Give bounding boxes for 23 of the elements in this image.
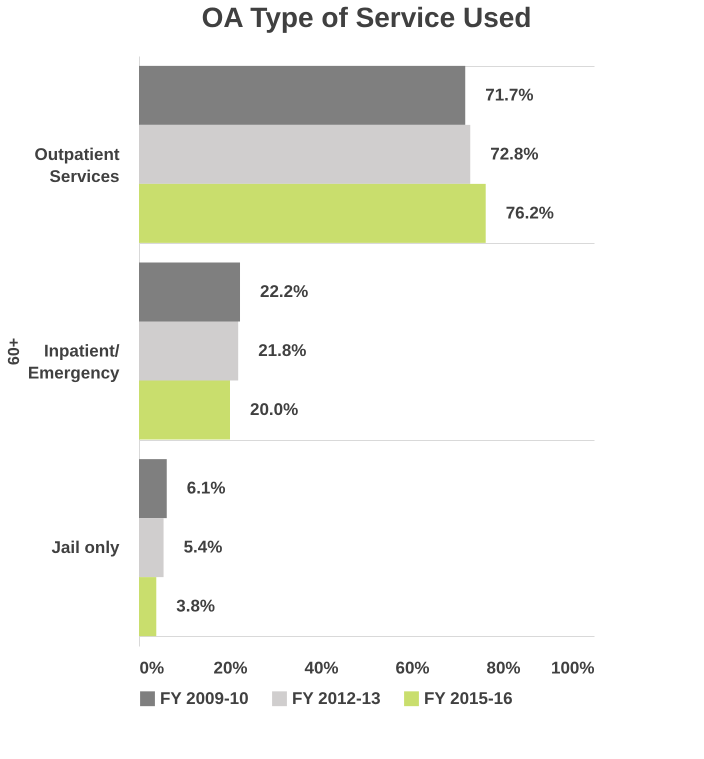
- x-tick-label: 0%: [140, 658, 164, 678]
- y-axis-title: 60+: [6, 338, 23, 366]
- data-label: 6.1%: [186, 478, 226, 498]
- data-label: 3.8%: [176, 596, 216, 616]
- chart-title: OA Type of Service Used: [202, 2, 532, 33]
- x-tick-label: 20%: [213, 658, 248, 678]
- data-label: 22.2%: [260, 282, 308, 301]
- data-label: 76.2%: [506, 203, 554, 222]
- y-tick-label: Inpatient/ Emergency: [28, 342, 120, 382]
- x-tick-label: 100%: [551, 658, 594, 678]
- legend-label: FY 2015-16: [424, 688, 513, 708]
- data-label: 21.8%: [258, 341, 306, 360]
- data-label: 72.8%: [490, 144, 538, 164]
- data-label: 71.7%: [485, 85, 534, 104]
- x-tick-label: 80%: [486, 658, 521, 678]
- y-tick-label: Outpatient Services: [34, 144, 120, 186]
- x-tick-label: 60%: [395, 658, 430, 678]
- x-tick-label: 40%: [304, 658, 339, 678]
- data-label: 20.0%: [250, 400, 298, 419]
- legend-label: FY 2012-13: [292, 688, 381, 708]
- legend-label: FY 2009-10: [160, 688, 249, 708]
- y-tick-label: Jail only: [51, 538, 120, 558]
- data-label: 5.4%: [184, 538, 222, 557]
